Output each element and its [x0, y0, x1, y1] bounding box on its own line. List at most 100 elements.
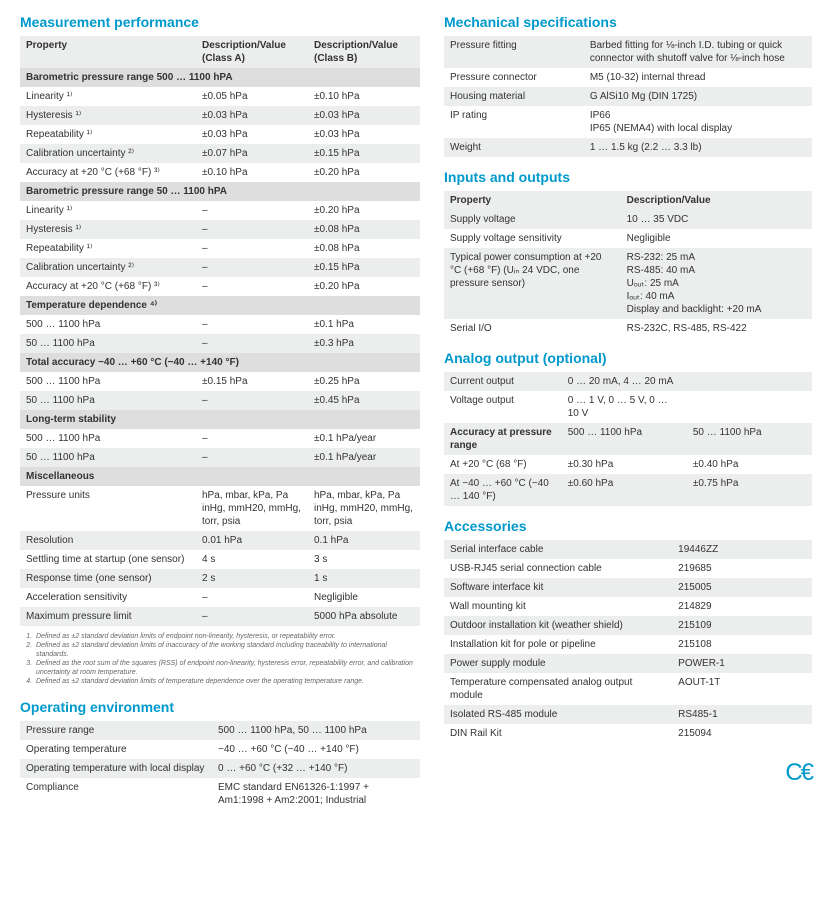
cell: Negligible — [621, 229, 812, 248]
table-row: Temperature compensated analog output mo… — [444, 673, 812, 705]
accessories-heading: Accessories — [444, 518, 812, 534]
cell: Compliance — [20, 778, 212, 810]
cell: ±0.07 hPa — [196, 144, 308, 163]
table-row: Supply voltage sensitivityNegligible — [444, 229, 812, 248]
cell: ±0.05 hPa — [196, 87, 308, 106]
table-row: DIN Rail Kit215094 — [444, 724, 812, 743]
cell: Supply voltage — [444, 210, 621, 229]
table-subhead: Temperature dependence ⁴⁾ — [20, 296, 420, 315]
cell: Acceleration sensitivity — [20, 588, 196, 607]
cell: Hysteresis ¹⁾ — [20, 220, 196, 239]
col-class-b: Description/Value (Class B) — [308, 36, 420, 68]
footnote-item: Defined as ±2 standard deviation limits … — [34, 632, 420, 641]
cell: Current output — [444, 372, 562, 391]
cell: Power supply module — [444, 654, 672, 673]
cell: 215108 — [672, 635, 812, 654]
table-row: Hysteresis ¹⁾–±0.08 hPa — [20, 220, 420, 239]
table-row: Weight1 … 1.5 kg (2.2 … 3.3 lb) — [444, 138, 812, 157]
cell: Accuracy at +20 °C (+68 °F) ³⁾ — [20, 163, 196, 182]
table-row: Accuracy at +20 °C (+68 °F) ³⁾–±0.20 hPa — [20, 277, 420, 296]
table-row: 50 … 1100 hPa–±0.45 hPa — [20, 391, 420, 410]
subhead-label: Total accuracy −40 … +60 °C (−40 … +140 … — [20, 353, 420, 372]
cell: 19446ZZ — [672, 540, 812, 559]
cell: – — [196, 258, 308, 277]
cell: ±0.15 hPa — [308, 144, 420, 163]
table-row: Hysteresis ¹⁾±0.03 hPa±0.03 hPa — [20, 106, 420, 125]
cell: 50 … 1100 hPa — [20, 334, 196, 353]
table-row: Repeatability ¹⁾–±0.08 hPa — [20, 239, 420, 258]
cell: Resolution — [20, 531, 196, 550]
table-row: Typical power consumption at +20 °C (+68… — [444, 248, 812, 319]
cell: ±0.3 hPa — [308, 334, 420, 353]
cell: 50 … 1100 hPa — [20, 391, 196, 410]
table-row: At −40 … +60 °C (−40 … 140 °F)±0.60 hPa±… — [444, 474, 812, 506]
cell: 50 … 1100 hPa — [20, 448, 196, 467]
cell: – — [196, 239, 308, 258]
cell: 0.1 hPa — [308, 531, 420, 550]
cell: Calibration uncertainty ²⁾ — [20, 258, 196, 277]
cell: Repeatability ¹⁾ — [20, 239, 196, 258]
cell: 500 … 1100 hPa — [20, 315, 196, 334]
cell: – — [196, 607, 308, 626]
cell: – — [196, 315, 308, 334]
table-row: Linearity ¹⁾–±0.20 hPa — [20, 201, 420, 220]
mechanical-table: Pressure fittingBarbed fitting for ⅛-inc… — [444, 36, 812, 157]
operating-table: Pressure range500 … 1100 hPa, 50 … 1100 … — [20, 721, 420, 810]
cell: ±0.03 hPa — [196, 106, 308, 125]
cell: Typical power consumption at +20 °C (+68… — [444, 248, 621, 319]
cell: ±0.25 hPa — [308, 372, 420, 391]
io-col-value: Description/Value — [621, 191, 812, 210]
cell: Supply voltage sensitivity — [444, 229, 621, 248]
cell: ±0.08 hPa — [308, 220, 420, 239]
cell: At −40 … +60 °C (−40 … 140 °F) — [444, 474, 562, 506]
cell: 2 s — [196, 569, 308, 588]
cell: ±0.10 hPa — [308, 87, 420, 106]
table-row: 50 … 1100 hPa–±0.1 hPa/year — [20, 448, 420, 467]
cell — [687, 372, 812, 391]
cell: IP rating — [444, 106, 584, 138]
cell: RS-232C, RS-485, RS-422 — [621, 319, 812, 338]
cell: ±0.15 hPa — [308, 258, 420, 277]
table-row: Installation kit for pole or pipeline215… — [444, 635, 812, 654]
table-row: Operating temperature−40 … +60 °C (−40 …… — [20, 740, 420, 759]
cell: – — [196, 277, 308, 296]
cell: – — [196, 334, 308, 353]
table-row: Operating temperature with local display… — [20, 759, 420, 778]
cell: Isolated RS-485 module — [444, 705, 672, 724]
cell: – — [196, 429, 308, 448]
cell: 1 s — [308, 569, 420, 588]
col-class-a: Description/Value (Class A) — [196, 36, 308, 68]
table-row: Settling time at startup (one sensor)4 s… — [20, 550, 420, 569]
cell: Pressure units — [20, 486, 196, 531]
cell: AOUT-1T — [672, 673, 812, 705]
table-row: Repeatability ¹⁾±0.03 hPa±0.03 hPa — [20, 125, 420, 144]
table-row: Calibration uncertainty ²⁾±0.07 hPa±0.15… — [20, 144, 420, 163]
io-col-property: Property — [444, 191, 621, 210]
cell: USB-RJ45 serial connection cable — [444, 559, 672, 578]
table-row: Calibration uncertainty ²⁾–±0.15 hPa — [20, 258, 420, 277]
cell: ±0.20 hPa — [308, 277, 420, 296]
subhead-label: Long-term stability — [20, 410, 420, 429]
table-row: Pressure range500 … 1100 hPa, 50 … 1100 … — [20, 721, 420, 740]
table-subhead: Total accuracy −40 … +60 °C (−40 … +140 … — [20, 353, 420, 372]
cell: 3 s — [308, 550, 420, 569]
cell: 0 … +60 °C (+32 … +140 °F) — [212, 759, 420, 778]
col-property: Property — [20, 36, 196, 68]
cell: 4 s — [196, 550, 308, 569]
cell: 500 … 1100 hPa — [562, 423, 687, 455]
table-row: Response time (one sensor)2 s1 s — [20, 569, 420, 588]
table-row: At +20 °C (68 °F)±0.30 hPa±0.40 hPa — [444, 455, 812, 474]
cell: ±0.03 hPa — [196, 125, 308, 144]
cell: At +20 °C (68 °F) — [444, 455, 562, 474]
cell: 0 … 20 mA, 4 … 20 mA — [562, 372, 687, 391]
cell — [687, 391, 812, 423]
cell: hPa, mbar, kPa, Pa inHg, mmH20, mmHg, to… — [308, 486, 420, 531]
table-subhead: Miscellaneous — [20, 467, 420, 486]
table-subhead: Barometric pressure range 500 … 1100 hPA — [20, 68, 420, 87]
subhead-label: Barometric pressure range 500 … 1100 hPA — [20, 68, 420, 87]
cell: Housing material — [444, 87, 584, 106]
cell: Installation kit for pole or pipeline — [444, 635, 672, 654]
cell: ±0.1 hPa/year — [308, 448, 420, 467]
cell: DIN Rail Kit — [444, 724, 672, 743]
cell: hPa, mbar, kPa, Pa inHg, mmH20, mmHg, to… — [196, 486, 308, 531]
